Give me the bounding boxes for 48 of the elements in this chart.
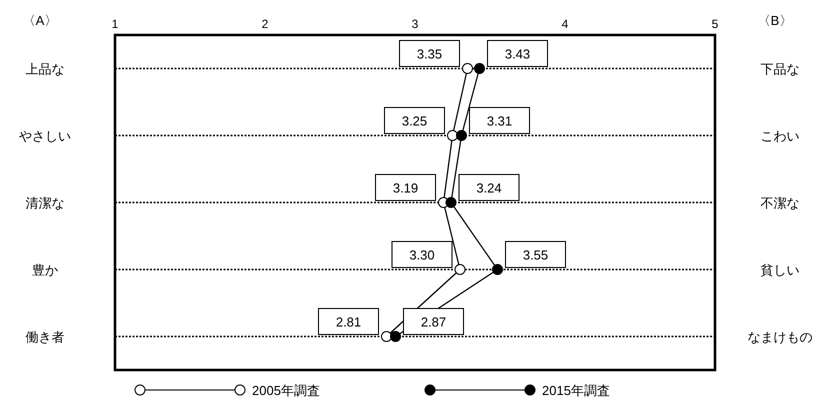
data-label: 3.43 (504, 46, 530, 62)
label-box: 3.55 (505, 241, 566, 268)
y-tick-label: 上品な (26, 62, 64, 76)
legend-label: 2005年調査 (252, 383, 320, 398)
data-label: 3.24 (476, 180, 502, 196)
y2-tick-label: こわい (760, 128, 800, 144)
data-label: 3.31 (486, 114, 512, 128)
label-box: 3.43 (487, 40, 548, 67)
data-label: 3.35 (416, 46, 442, 62)
data-label: 3.25 (402, 114, 428, 128)
data-label: 2.81 (336, 314, 362, 330)
data-label: 2.87 (420, 314, 446, 330)
y-tick-label: やさしい (19, 128, 71, 144)
x-tick-label: 1 (112, 17, 119, 31)
y-axis-title: 〈A〉 (22, 13, 58, 28)
y2-axis-title: 〈B〉 (758, 13, 792, 28)
label-box: 2.87 (403, 308, 464, 335)
data-label: 3.55 (522, 248, 548, 262)
label-box: 3.19 (375, 174, 436, 201)
x-tick-label: 4 (562, 17, 569, 31)
point (492, 264, 503, 275)
legend-label: 2015年調査 (542, 383, 610, 398)
point (446, 197, 456, 208)
x-tick-label: 2 (262, 17, 269, 31)
data-label: 3.19 (392, 180, 418, 196)
label-box: 3.35 (399, 40, 460, 67)
y-tick-label: 働き者 (26, 330, 64, 344)
y2-tick-label: 下品な (760, 62, 800, 76)
label-box: 3.25 (384, 107, 445, 134)
data-label: 3.30 (409, 248, 435, 262)
label-box: 2.81 (318, 308, 379, 335)
label-box: 3.31 (469, 107, 530, 134)
point (462, 63, 473, 74)
y2-tick-label: なまけもの (748, 330, 812, 344)
label-box: 3.30 (392, 241, 452, 268)
point (454, 264, 466, 275)
x-tick-label: 5 (712, 17, 719, 31)
y-tick-label: 清潔な (26, 196, 64, 210)
point (474, 63, 485, 74)
y2-tick-label: 貧しい (760, 262, 800, 278)
x-tick-label: 3 (412, 17, 419, 31)
point (381, 331, 392, 342)
point (456, 130, 467, 141)
point (447, 130, 458, 141)
label-box: 3.24 (458, 174, 520, 201)
y-tick-label: 豊か (32, 262, 58, 278)
y2-tick-label: 不潔な (760, 196, 800, 210)
point (390, 331, 401, 342)
